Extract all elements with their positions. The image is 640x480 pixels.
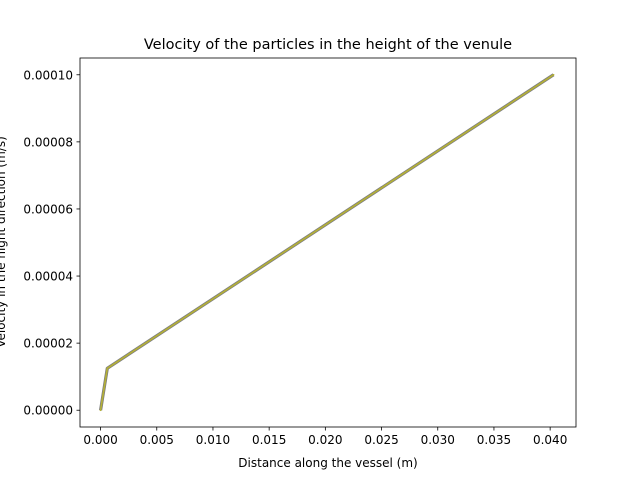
x-tick-label: 0.025 <box>364 433 398 447</box>
chart-title: Velocity of the particles in the height … <box>144 37 512 53</box>
plot-frame <box>79 57 577 428</box>
y-tick-label: 0.00002 <box>23 337 73 351</box>
x-tick-label: 0.040 <box>533 433 567 447</box>
data-point <box>552 73 555 76</box>
y-tick-label: 0.00010 <box>23 68 73 82</box>
x-tick-label: 0.005 <box>140 433 174 447</box>
y-tick-label: 0.00006 <box>23 202 73 216</box>
y-axis-label: Velocity in the hight direction (m/s) <box>0 136 8 348</box>
y-tick-label: 0.00004 <box>23 270 73 284</box>
y-tick-label: 0.00008 <box>23 135 73 149</box>
x-tick-label: 0.030 <box>421 433 455 447</box>
y-axis-ticks: 0.00000 0.00002 0.00004 0.00006 0.00008 0.000… <box>23 68 80 418</box>
x-axis-ticks: 0.000 0.005 0.010 0.015 0.020 0.025 0.030 0.035… <box>83 427 567 447</box>
x-tick-label: 0.020 <box>308 433 342 447</box>
x-tick-label: 0.000 <box>83 433 117 447</box>
x-tick-label: 0.015 <box>252 433 286 447</box>
y-tick-label: 0.00000 <box>23 404 73 418</box>
x-tick-label: 0.035 <box>477 433 511 447</box>
series-layer <box>98 73 555 412</box>
x-tick-label: 0.010 <box>196 433 230 447</box>
x-axis-label: Distance along the vessel (m) <box>238 456 417 470</box>
data-point <box>99 409 102 412</box>
plot-area <box>80 58 576 427</box>
data-point <box>106 367 109 370</box>
